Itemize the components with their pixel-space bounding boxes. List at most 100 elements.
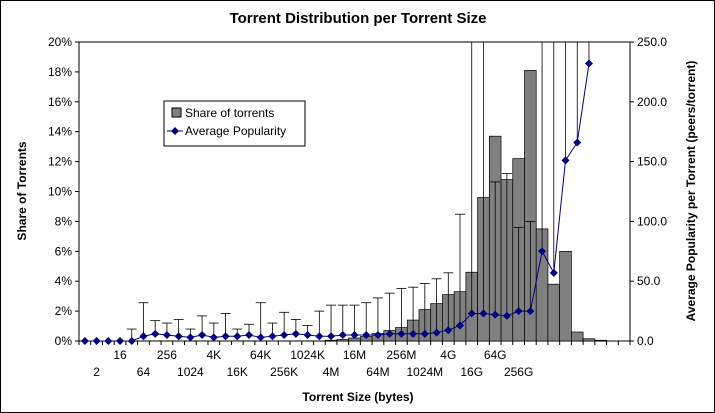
popularity-marker bbox=[104, 337, 113, 345]
bar bbox=[594, 339, 607, 342]
legend: Share of torrents Average Popularity bbox=[163, 100, 306, 147]
x-tick-label: 64G bbox=[484, 348, 507, 362]
popularity-marker bbox=[338, 331, 347, 340]
popularity-marker bbox=[139, 332, 148, 341]
popularity-marker bbox=[432, 328, 441, 337]
popularity-marker bbox=[491, 310, 500, 319]
popularity-series bbox=[80, 59, 593, 345]
x-tick-label: 1024K bbox=[290, 348, 325, 362]
y-tick-label: 16% bbox=[48, 95, 72, 109]
popularity-marker bbox=[350, 331, 359, 340]
x-tick-label: 4G bbox=[440, 348, 456, 362]
x-axis-label: Torrent Size (bytes) bbox=[302, 390, 413, 404]
bar bbox=[547, 283, 561, 342]
popularity-marker bbox=[502, 311, 511, 320]
x-tick-label: 256M bbox=[386, 348, 416, 362]
y-tick-label: 18% bbox=[48, 65, 72, 79]
popularity-marker bbox=[127, 337, 136, 345]
x-tick-label: 1024M bbox=[406, 365, 443, 379]
bar bbox=[571, 331, 584, 342]
y-tick-label: 14% bbox=[48, 125, 72, 139]
x-tick-label: 4K bbox=[206, 348, 221, 362]
x-tick-label: 2 bbox=[93, 365, 100, 379]
popularity-marker bbox=[549, 268, 558, 277]
x-tick-label: 64 bbox=[137, 365, 151, 379]
x-tick-label: 256K bbox=[270, 365, 298, 379]
y2-tick-label: 200.0 bbox=[637, 95, 667, 109]
popularity-marker bbox=[80, 337, 89, 345]
y-tick-label: 0% bbox=[55, 334, 73, 348]
y2-tick-label: 250.0 bbox=[637, 35, 667, 49]
popularity-marker bbox=[291, 329, 300, 338]
x-tick-label: 64M bbox=[366, 365, 389, 379]
y2-tick-label: 150.0 bbox=[637, 155, 667, 169]
x-tick-label: 16K bbox=[227, 365, 248, 379]
popularity-marker bbox=[456, 321, 465, 330]
popularity-marker bbox=[233, 332, 242, 341]
y2-tick-label: 0.0 bbox=[637, 334, 654, 348]
popularity-marker bbox=[420, 329, 429, 338]
bar bbox=[524, 70, 537, 342]
popularity-marker bbox=[256, 333, 265, 342]
popularity-marker bbox=[526, 307, 535, 316]
popularity-marker bbox=[397, 329, 406, 338]
popularity-marker bbox=[186, 333, 195, 342]
x-tick-label: 256 bbox=[157, 348, 177, 362]
popularity-marker bbox=[444, 326, 453, 335]
x-tick-label: 256G bbox=[504, 365, 533, 379]
popularity-marker bbox=[385, 329, 394, 338]
x-tick-label: 4M bbox=[323, 365, 340, 379]
legend-label-share: Share of torrents bbox=[185, 106, 274, 120]
popularity-marker bbox=[268, 332, 277, 341]
popularity-marker bbox=[244, 331, 253, 340]
popularity-marker bbox=[315, 332, 324, 341]
y2-axis-label: Average Popularity per Torrent (peers/to… bbox=[684, 61, 698, 322]
popularity-marker bbox=[174, 332, 183, 341]
popularity-marker bbox=[209, 333, 218, 342]
popularity-marker bbox=[514, 307, 523, 316]
popularity-marker bbox=[151, 329, 160, 338]
popularity-marker bbox=[162, 331, 171, 340]
y2-tick-label: 100.0 bbox=[637, 214, 667, 228]
x-tick-label: 16M bbox=[343, 348, 366, 362]
popularity-marker bbox=[362, 331, 371, 340]
y-axis-ticks: 0% 2% 4% 6% 8% 10% 12% 14% 16% 18% 20% bbox=[48, 35, 79, 348]
popularity-marker bbox=[116, 337, 125, 345]
y2-tick-label: 50.0 bbox=[637, 274, 661, 288]
popularity-marker bbox=[561, 156, 570, 165]
popularity-marker bbox=[409, 329, 418, 338]
y-tick-label: 12% bbox=[48, 155, 72, 169]
popularity-marker bbox=[92, 337, 101, 345]
y-tick-label: 8% bbox=[55, 214, 73, 228]
bar bbox=[559, 250, 572, 342]
y-tick-label: 6% bbox=[55, 244, 73, 258]
x-tick-label: 16 bbox=[113, 348, 127, 362]
y2-axis-ticks: 0.0 50.0 100.0 150.0 200.0 250.0 bbox=[630, 35, 667, 348]
popularity-marker bbox=[573, 138, 582, 147]
legend-marker-swatch bbox=[171, 127, 179, 135]
y-tick-label: 10% bbox=[48, 185, 72, 199]
popularity-marker bbox=[467, 309, 476, 318]
legend-box bbox=[163, 100, 306, 147]
x-tick-label: 16G bbox=[460, 365, 483, 379]
bar bbox=[324, 339, 338, 342]
x-tick-label: 64K bbox=[250, 348, 271, 362]
popularity-marker bbox=[221, 332, 230, 341]
popularity-marker bbox=[327, 332, 336, 341]
y-tick-label: 4% bbox=[55, 274, 73, 288]
legend-label-popularity: Average Popularity bbox=[185, 124, 286, 138]
chart-title: Torrent Distribution per Torrent Size bbox=[230, 10, 487, 27]
x-tick-label: 1024 bbox=[177, 365, 204, 379]
popularity-marker bbox=[280, 331, 289, 340]
bar bbox=[582, 338, 596, 342]
legend-bar-swatch bbox=[171, 107, 182, 118]
y-tick-label: 20% bbox=[48, 35, 72, 49]
y-tick-label: 2% bbox=[55, 304, 73, 318]
y-axis-label: Share of Torrents bbox=[15, 141, 29, 240]
bar bbox=[336, 339, 349, 342]
popularity-marker bbox=[584, 59, 593, 68]
popularity-marker bbox=[479, 309, 488, 318]
